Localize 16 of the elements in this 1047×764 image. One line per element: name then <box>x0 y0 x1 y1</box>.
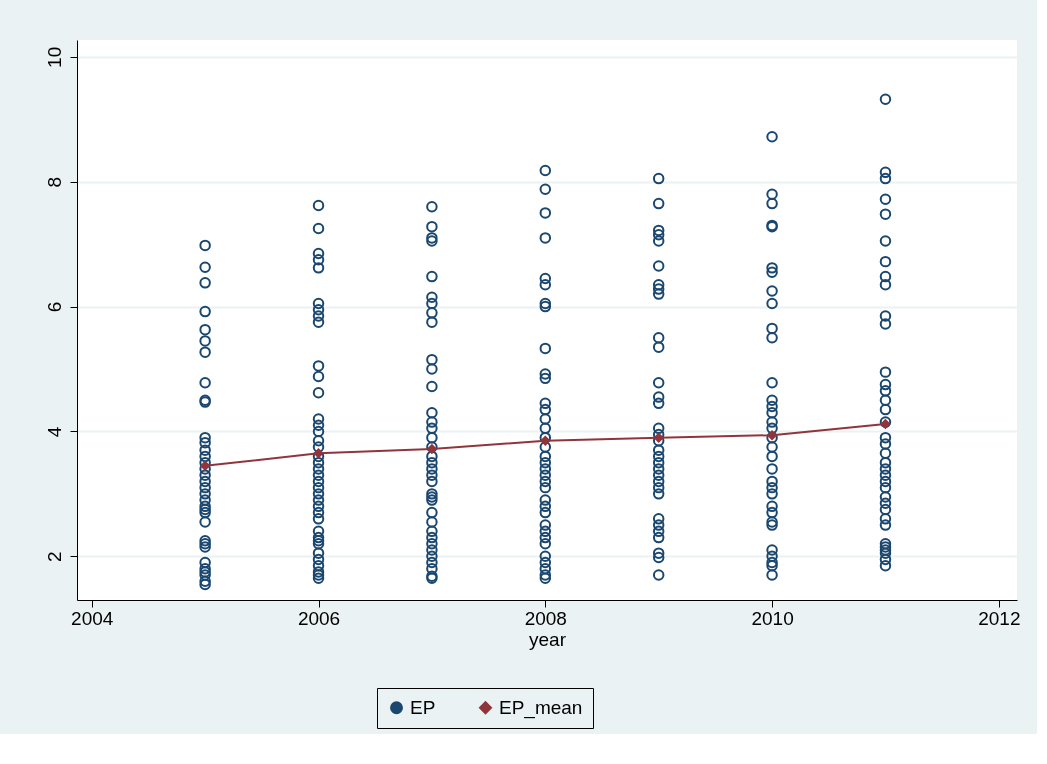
y-tick-label: 2 <box>43 551 65 563</box>
x-tick-label: 2010 <box>751 607 794 629</box>
point <box>653 432 664 443</box>
y-tick-label: 8 <box>43 176 65 188</box>
x-axis-title: year <box>529 628 567 650</box>
legend-label: EP <box>410 696 436 718</box>
y-tick-label: 4 <box>43 426 65 438</box>
x-tick-label: 2008 <box>524 607 567 629</box>
y-tick-label: 10 <box>43 46 65 68</box>
x-tick-label: 2004 <box>71 607 114 629</box>
point <box>540 435 551 447</box>
x-tick-label: 2006 <box>297 607 341 629</box>
legend-label: EP_mean <box>499 696 583 719</box>
x-tick-label: 2012 <box>978 607 1021 629</box>
y-tick-label: 6 <box>43 301 65 313</box>
point <box>313 448 324 459</box>
